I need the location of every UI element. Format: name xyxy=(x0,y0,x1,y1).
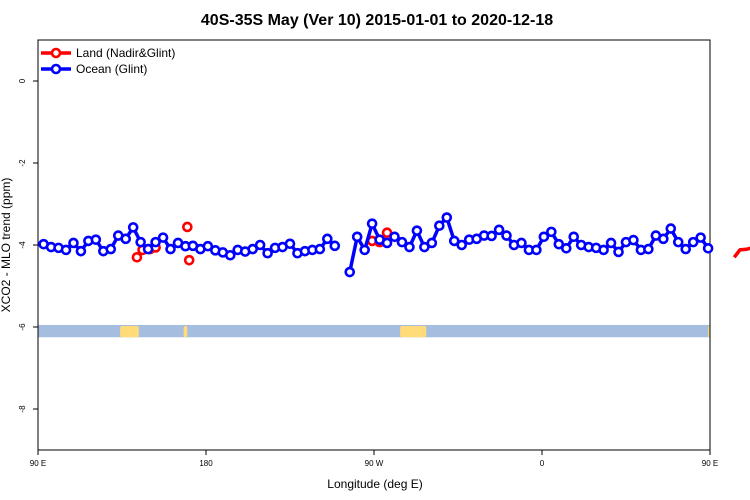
data-point xyxy=(182,221,193,233)
data-point xyxy=(224,249,236,261)
data-point xyxy=(131,251,143,263)
data-point xyxy=(441,212,453,223)
data-point xyxy=(411,225,423,236)
data-point xyxy=(531,244,542,256)
y-axis-label: XCO2 - MLO trend (ppm) xyxy=(0,178,13,313)
x-tick-label: 90 E xyxy=(30,459,46,468)
data-point xyxy=(434,220,445,232)
series-line xyxy=(732,246,750,259)
y-tick-label: 0 xyxy=(18,78,27,83)
land-patch xyxy=(400,325,427,338)
y-tick-label: -8 xyxy=(18,405,27,413)
data-point xyxy=(613,246,624,258)
data-point xyxy=(605,237,617,249)
data-point xyxy=(628,234,639,246)
series-layer xyxy=(38,212,750,278)
legend-entry: Land (Nadir&Glint) xyxy=(76,46,175,60)
data-point xyxy=(150,236,161,248)
x-tick-label: 0 xyxy=(540,459,545,468)
data-point xyxy=(262,247,273,259)
land-patch xyxy=(183,325,188,338)
data-point xyxy=(493,224,505,236)
legend-entry: Ocean (Glint) xyxy=(76,62,147,76)
series-ocean xyxy=(38,212,714,278)
axis-ticks: 90 E 180 90 W 0 90 E 0 -2 -4 -6 -8 xyxy=(18,78,718,468)
x-tick-label: 90 W xyxy=(365,459,384,468)
data-point xyxy=(687,236,699,248)
ocean-band xyxy=(38,324,710,338)
data-point xyxy=(426,237,438,249)
data-point xyxy=(389,231,400,243)
data-point xyxy=(127,222,139,233)
data-point xyxy=(568,231,580,243)
data-point xyxy=(546,226,557,238)
land-patch xyxy=(120,325,139,338)
data-point xyxy=(501,230,512,241)
data-point xyxy=(381,227,393,238)
data-point xyxy=(665,223,677,234)
legend-marker xyxy=(50,63,62,75)
data-point xyxy=(202,240,214,252)
legend-marker xyxy=(50,47,62,59)
data-point xyxy=(538,231,550,243)
data-point xyxy=(314,243,326,255)
data-point xyxy=(486,230,497,242)
data-point xyxy=(322,233,333,245)
land-ocean-band xyxy=(38,324,710,338)
data-point xyxy=(105,243,117,255)
data-point xyxy=(60,244,72,256)
y-tick-label: -6 xyxy=(18,323,27,331)
data-point xyxy=(396,236,408,248)
data-point xyxy=(68,237,79,249)
data-point xyxy=(456,239,468,251)
data-point xyxy=(702,242,714,254)
data-point xyxy=(404,241,415,253)
x-tick-label: 90 E xyxy=(702,459,718,468)
y-tick-label: -2 xyxy=(18,159,27,167)
data-point xyxy=(183,254,195,266)
data-point xyxy=(381,237,393,249)
data-point xyxy=(135,236,146,248)
data-point xyxy=(344,266,356,278)
x-tick-label: 180 xyxy=(199,459,213,468)
data-point xyxy=(553,238,565,250)
data-point xyxy=(695,232,706,243)
data-point xyxy=(254,239,266,251)
data-point xyxy=(284,238,296,250)
data-point xyxy=(165,243,176,255)
data-point xyxy=(658,233,669,245)
data-point xyxy=(598,244,609,256)
data-point xyxy=(75,245,87,257)
data-point xyxy=(90,234,102,245)
data-point xyxy=(560,242,572,254)
data-point xyxy=(643,243,654,255)
data-point xyxy=(366,218,378,229)
x-axis-label: Longitude (deg E) xyxy=(327,477,422,491)
data-point xyxy=(359,244,370,256)
data-point xyxy=(247,243,258,255)
data-point xyxy=(157,232,169,243)
legend: Land (Nadir&Glint) Ocean (Glint) xyxy=(41,46,175,76)
data-point xyxy=(329,240,341,252)
data-point xyxy=(351,231,363,243)
data-point xyxy=(448,235,460,247)
data-point xyxy=(120,233,132,245)
y-tick-label: -4 xyxy=(18,241,27,249)
data-point xyxy=(680,243,692,255)
data-point xyxy=(419,241,430,253)
chart-title: 40S-35S May (Ver 10) 2015-01-01 to 2020-… xyxy=(201,12,553,29)
data-point xyxy=(142,243,154,255)
data-point xyxy=(516,237,527,249)
data-point xyxy=(672,236,684,248)
